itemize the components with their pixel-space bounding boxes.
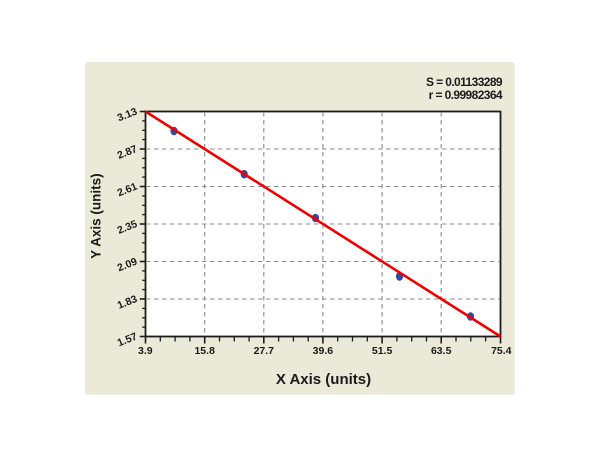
svg-text:27.7: 27.7 <box>254 345 275 357</box>
svg-text:15.8: 15.8 <box>194 345 215 357</box>
svg-text:75.4: 75.4 <box>491 345 512 357</box>
svg-text:63.5: 63.5 <box>431 345 452 357</box>
svg-text:S = 0.01133289: S = 0.01133289 <box>426 75 503 89</box>
svg-text:Y Axis (units): Y Axis (units) <box>89 173 104 259</box>
svg-text:39.6: 39.6 <box>313 345 334 357</box>
svg-text:r = 0.99982364: r = 0.99982364 <box>429 88 503 102</box>
svg-text:51.5: 51.5 <box>372 345 393 357</box>
svg-text:X Axis (units): X Axis (units) <box>276 371 371 388</box>
svg-text:3.9: 3.9 <box>138 345 153 357</box>
